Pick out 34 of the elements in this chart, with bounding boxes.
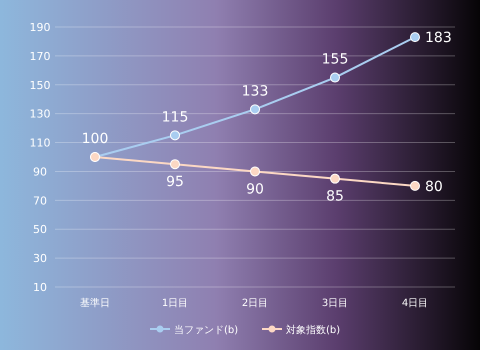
data-label: 155: [322, 52, 348, 68]
y-tick-label: 90: [33, 165, 47, 178]
y-tick-label: 10: [33, 281, 47, 294]
legend-label: 当ファンド(b): [174, 324, 238, 336]
point: [170, 130, 180, 140]
data-label: 183: [425, 30, 452, 46]
y-tick-label: 190: [30, 21, 50, 34]
x-tick-label: 2日目: [242, 298, 268, 309]
y-tick-label: 30: [33, 252, 47, 266]
data-label: 100: [82, 131, 108, 147]
point: [410, 180, 420, 191]
legend-label: 対象指数(b): [286, 324, 340, 336]
data-label: 115: [162, 109, 188, 126]
point: [170, 159, 180, 170]
y-tick-label: 70: [33, 194, 47, 208]
data-label: 95: [166, 174, 184, 190]
point: [330, 72, 340, 83]
point: [410, 32, 420, 42]
point: [250, 104, 260, 114]
point: [250, 166, 260, 176]
x-tick-label: 4日目: [402, 298, 428, 309]
y-tick-label: 50: [33, 223, 47, 236]
data-label: 90: [246, 181, 264, 198]
y-tick-label: 150: [30, 78, 50, 92]
y-tick-label: 170: [30, 50, 50, 63]
x-tick-label: 基準日: [80, 297, 110, 309]
y-tick-label: 110: [30, 136, 50, 150]
data-label: 133: [242, 83, 268, 100]
x-tick-label: 1日目: [162, 298, 188, 309]
data-label: 85: [326, 188, 344, 205]
data-label: 80: [425, 178, 443, 195]
x-tick-label: 3日目: [322, 298, 348, 309]
y-tick-label: 130: [30, 108, 50, 121]
point: [330, 174, 340, 184]
